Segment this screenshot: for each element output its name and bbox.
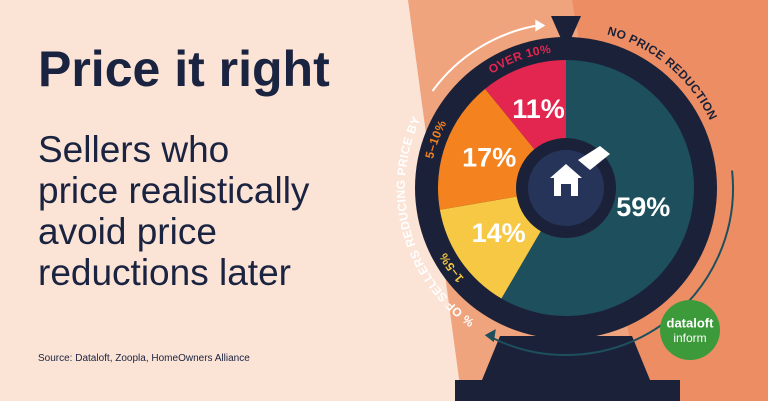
source: Source: Dataloft, Zoopla, HomeOwners All…	[38, 353, 250, 364]
arrow-head	[535, 19, 546, 32]
value-label: 59%	[616, 192, 670, 222]
value-label: 14%	[472, 218, 526, 248]
pointer	[551, 16, 581, 50]
subtitle-line: reductions later	[38, 252, 291, 293]
logo-badge	[660, 300, 720, 360]
logo-text: inform	[673, 331, 706, 345]
house-door	[561, 184, 571, 196]
house-icon	[550, 164, 582, 196]
title: Price it right	[38, 41, 330, 97]
arrow-arc	[431, 24, 538, 92]
wheel-stand	[455, 336, 680, 401]
logo-text: dataloft	[667, 315, 715, 330]
subtitle-line: avoid price	[38, 211, 217, 252]
subtitle-line: Sellers who	[38, 129, 229, 170]
arrow-head	[484, 329, 496, 343]
value-label: 17%	[462, 142, 516, 172]
subtitle-line: price realistically	[38, 170, 310, 211]
tag-icon	[578, 146, 610, 170]
value-label: 11%	[512, 94, 565, 124]
